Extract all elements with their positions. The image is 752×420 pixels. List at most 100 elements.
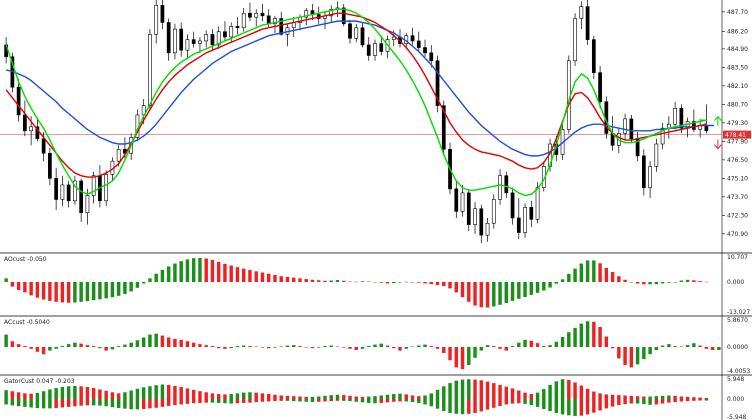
histogram-bar [354, 281, 358, 283]
histogram-bar [329, 395, 333, 399]
histogram-bar [266, 394, 271, 399]
histogram-bar [298, 399, 302, 402]
histogram-bar [623, 347, 627, 365]
histogram-bar [235, 267, 240, 282]
candle-body [360, 27, 365, 46]
histogram-bar [91, 346, 96, 347]
candle-body [429, 52, 434, 62]
histogram-bar [29, 347, 33, 349]
histogram-bar [223, 394, 227, 399]
histogram-bar [642, 396, 646, 399]
main-y-tick-label: 476.50 [727, 157, 748, 164]
histogram-bar [304, 399, 308, 402]
main-pane-bg [0, 0, 752, 251]
histogram-bar [310, 347, 315, 349]
candle [260, 3, 265, 22]
buy-arrow-icon [713, 115, 722, 126]
histogram-bar [679, 346, 684, 348]
histogram-bar [379, 282, 383, 283]
histogram-bar [523, 282, 527, 297]
histogram-bar [129, 282, 133, 292]
histogram-bar [492, 383, 496, 399]
histogram-bar [292, 345, 296, 347]
histogram-bar [210, 393, 215, 399]
histogram-bar [273, 394, 277, 399]
histogram-bar [292, 399, 296, 402]
histogram-bar [373, 282, 377, 283]
histogram-bar [704, 397, 709, 399]
histogram-bar [417, 345, 421, 347]
histogram-bar [123, 392, 127, 399]
histogram-bar [692, 399, 696, 401]
histogram-bar [635, 399, 640, 404]
histogram-bar [141, 387, 146, 399]
candle-body [373, 43, 377, 56]
candle [673, 101, 677, 130]
histogram-bar [191, 399, 196, 404]
histogram-bar [204, 392, 208, 399]
candle [148, 29, 152, 111]
indicator-y-tick-label: 5.948 [727, 376, 744, 383]
candle-body [185, 39, 190, 51]
histogram-bar [110, 399, 115, 408]
histogram-bar [154, 273, 158, 282]
histogram-bar [623, 279, 627, 282]
candle-body [516, 217, 521, 233]
main-y-tick-label: 470.90 [727, 231, 748, 238]
candle [341, 3, 346, 27]
histogram-bar [423, 282, 427, 284]
histogram-bar [410, 346, 415, 348]
histogram-bar [173, 338, 177, 347]
histogram-bar [460, 282, 465, 298]
histogram-bar [542, 282, 546, 291]
candle [198, 36, 202, 53]
histogram-bar [185, 341, 190, 347]
candle-body [485, 222, 490, 236]
histogram-bar [660, 282, 665, 284]
histogram-bar [473, 399, 477, 413]
histogram-bar [4, 334, 8, 347]
histogram-bar [392, 347, 396, 349]
candle-body [179, 28, 184, 51]
histogram-bar [54, 399, 58, 409]
candle [66, 180, 71, 208]
histogram-bar [273, 274, 277, 282]
histogram-bar [91, 282, 96, 301]
candle-body [623, 118, 627, 134]
histogram-bar [429, 346, 433, 347]
histogram-bar [310, 279, 315, 282]
histogram-bar [429, 282, 433, 285]
histogram-bar [673, 395, 677, 399]
candle-body [229, 26, 234, 38]
candle [360, 22, 365, 48]
histogram-bar [654, 399, 659, 405]
histogram-bar [492, 399, 496, 408]
histogram-bar [348, 281, 352, 283]
histogram-bar [448, 383, 452, 399]
histogram-bar [504, 282, 509, 303]
histogram-bar [423, 344, 427, 347]
candle-body [523, 207, 527, 233]
histogram-bar [679, 280, 684, 282]
histogram-bar [41, 347, 46, 355]
candle-body [148, 34, 152, 106]
histogram-bar [141, 282, 146, 284]
histogram-bar [448, 282, 452, 289]
candle-body [466, 192, 471, 225]
histogram-bar [617, 276, 621, 282]
histogram-bar [116, 282, 121, 296]
histogram-bar [704, 399, 709, 401]
histogram-bar [10, 391, 15, 399]
histogram-bar [485, 381, 490, 399]
histogram-bar [410, 395, 415, 399]
histogram-bar [435, 389, 440, 399]
histogram-bar [598, 326, 602, 347]
histogram-bar [554, 341, 559, 347]
candle [623, 113, 627, 141]
candle-body [498, 175, 502, 200]
histogram-bar [435, 347, 440, 349]
candle [473, 202, 477, 234]
histogram-bar [367, 281, 371, 283]
histogram-bar [398, 282, 402, 283]
indicator-y-tick-label: 0.000 [727, 279, 744, 286]
